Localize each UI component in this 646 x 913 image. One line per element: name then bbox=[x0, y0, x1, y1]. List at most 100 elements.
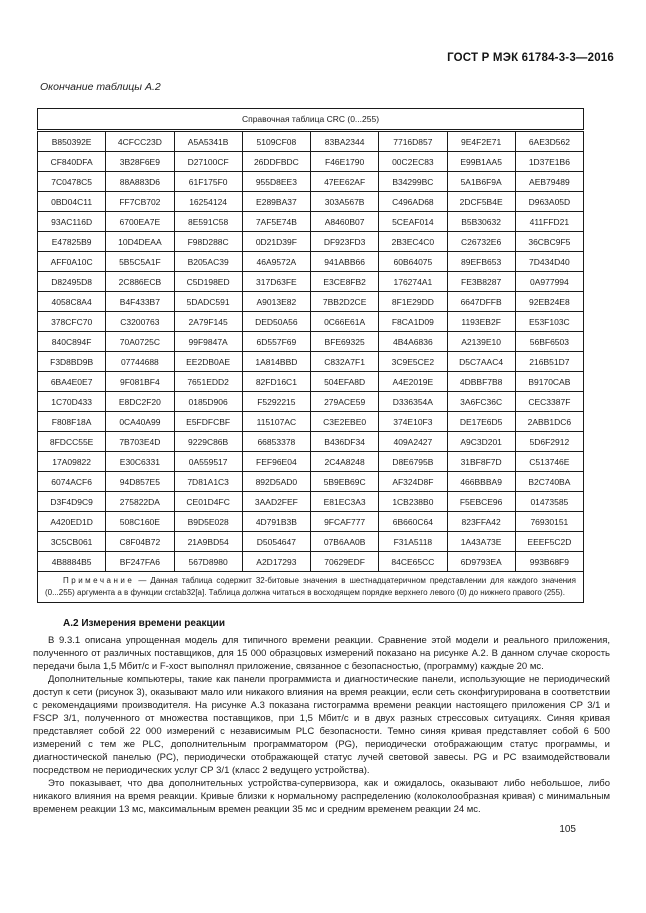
crc-value-cell: A5A5341B bbox=[173, 130, 243, 152]
crc-value-cell: 2DCF5B4E bbox=[446, 191, 516, 212]
crc-value-cell: 0185D906 bbox=[173, 391, 243, 412]
crc-value-cell: C3200763 bbox=[105, 311, 175, 332]
crc-table-row: F3D8BD9B 07744688 EE2DB0AE 1A814BBD C832A7F1… bbox=[36, 351, 585, 372]
crc-value-cell: E289BA37 bbox=[241, 191, 312, 212]
crc-value-cell: 36CBC9F5 bbox=[514, 231, 585, 252]
crc-value-cell: 941ABB66 bbox=[309, 251, 380, 272]
crc-value-cell: 9229C86B bbox=[173, 431, 243, 452]
crc-table-row: 4B8884B5 BF247FA6 567D8980 A2D17293 70629EDF… bbox=[36, 551, 585, 572]
crc-reference-table: Справочная таблица CRC (0...255) B850392… bbox=[36, 108, 585, 603]
crc-value-cell: C26732E6 bbox=[446, 231, 516, 252]
crc-value-cell: 823FFA42 bbox=[446, 511, 516, 532]
crc-value-cell: DED50A56 bbox=[241, 311, 312, 332]
crc-value-cell: 31BF8F7D bbox=[446, 451, 516, 472]
crc-value-cell: 88A883D6 bbox=[105, 171, 175, 192]
crc-value-cell: 2C4A8248 bbox=[309, 451, 380, 472]
crc-value-cell: E99B1AA5 bbox=[446, 151, 516, 172]
crc-value-cell: 61F175F0 bbox=[173, 171, 243, 192]
crc-table-body: Справочная таблица CRC (0...255) B850392… bbox=[36, 108, 585, 603]
crc-value-cell: 3C5CB061 bbox=[36, 531, 107, 552]
crc-value-cell: F31A5118 bbox=[378, 531, 448, 552]
crc-value-cell: 275822DA bbox=[105, 491, 175, 512]
crc-value-cell: 7651EDD2 bbox=[173, 371, 243, 392]
crc-value-cell: 93AC116D bbox=[36, 211, 107, 232]
crc-value-cell: E47825B9 bbox=[36, 231, 107, 252]
crc-value-cell: 6074ACF6 bbox=[36, 471, 107, 492]
crc-value-cell: 504EFA8D bbox=[309, 371, 380, 392]
crc-value-cell: F5EBCE96 bbox=[446, 491, 516, 512]
crc-value-cell: 9FCAF777 bbox=[309, 511, 380, 532]
crc-value-cell: 92EB24E8 bbox=[514, 291, 585, 312]
section-body: В 9.3.1 описана упрощенная модель для ти… bbox=[33, 634, 610, 816]
crc-value-cell: 7D434D40 bbox=[514, 251, 585, 272]
crc-value-cell: 1D37E1B6 bbox=[514, 151, 585, 172]
crc-table-row: 8FDCC55E 7B703E4D 9229C86B 66853378 B436DF34… bbox=[36, 431, 585, 452]
crc-value-cell: 7C0478C5 bbox=[36, 171, 107, 192]
crc-value-cell: A4E2019E bbox=[378, 371, 448, 392]
note-label: Примечание bbox=[63, 576, 135, 585]
crc-table-row: 7C0478C5 88A883D6 61F175F0 955D8EE3 47EE62AF… bbox=[36, 171, 585, 192]
crc-table-row: 4058C8A4 B4F433B7 5DADC591 A9013E82 7BB2D2CE… bbox=[36, 291, 585, 312]
crc-value-cell: 2ABB1DC6 bbox=[514, 411, 585, 432]
crc-table-note: Примечание — Данная таблица содержит 32-… bbox=[37, 571, 584, 603]
crc-value-cell: A9C3D201 bbox=[446, 431, 516, 452]
crc-value-cell: 7BB2D2CE bbox=[309, 291, 380, 312]
crc-value-cell: D963A05D bbox=[514, 191, 585, 212]
crc-value-cell: A420ED1D bbox=[36, 511, 107, 532]
crc-value-cell: 5CEAF014 bbox=[378, 211, 448, 232]
crc-value-cell: B205AC39 bbox=[173, 251, 243, 272]
crc-value-cell: 892D5AD0 bbox=[241, 471, 312, 492]
crc-table-row: B850392E 4CFCC23D A5A5341B 5109CF08 83BA2344… bbox=[36, 130, 585, 152]
crc-value-cell: B9170CAB bbox=[514, 371, 585, 392]
crc-value-cell: F5292215 bbox=[241, 391, 312, 412]
crc-value-cell: C832A7F1 bbox=[309, 351, 380, 372]
crc-table-row: A420ED1D 508C160E B9D5E028 4D791B3B 9FCAF777… bbox=[36, 511, 585, 532]
crc-value-cell: 0C66E61A bbox=[309, 311, 380, 332]
crc-value-cell: B2C740BA bbox=[514, 471, 585, 492]
crc-table-row: 1C70D433 E8DC2F20 0185D906 F5292215 279ACE59… bbox=[36, 391, 585, 412]
crc-value-cell: D3F4D9C9 bbox=[36, 491, 107, 512]
crc-value-cell: F8CA1D09 bbox=[378, 311, 448, 332]
crc-value-cell: 5D6F2912 bbox=[514, 431, 585, 452]
crc-value-cell: 955D8EE3 bbox=[241, 171, 312, 192]
crc-value-cell: 21A9BD54 bbox=[173, 531, 243, 552]
crc-value-cell: 8E591C58 bbox=[173, 211, 243, 232]
crc-value-cell: 4DBBF7B8 bbox=[446, 371, 516, 392]
crc-value-cell: 176274A1 bbox=[378, 271, 448, 292]
crc-value-cell: 378CFC70 bbox=[36, 311, 107, 332]
crc-table-row: 840C894F 70A0725C 99F9847A 6D557F69 BFE69325… bbox=[36, 331, 585, 352]
crc-value-cell: 7D81A1C3 bbox=[173, 471, 243, 492]
crc-value-cell: 60B64075 bbox=[378, 251, 448, 272]
crc-value-cell: 0A559517 bbox=[173, 451, 243, 472]
crc-value-cell: 115107AC bbox=[241, 411, 312, 432]
crc-value-cell: 6D9793EA bbox=[446, 551, 516, 572]
crc-value-cell: B436DF34 bbox=[309, 431, 380, 452]
crc-value-cell: 6647DFFB bbox=[446, 291, 516, 312]
crc-value-cell: 84CE65CC bbox=[378, 551, 448, 572]
crc-value-cell: 99F9847A bbox=[173, 331, 243, 352]
crc-table-row: 17A09822 E30C6331 0A559517 FEF96E04 2C4A8248… bbox=[36, 451, 585, 472]
crc-value-cell: F808F18A bbox=[36, 411, 107, 432]
crc-value-cell: D27100CF bbox=[173, 151, 243, 172]
crc-value-cell: 3B28F6E9 bbox=[105, 151, 175, 172]
crc-value-cell: 6700EA7E bbox=[105, 211, 175, 232]
crc-value-cell: 0D21D39F bbox=[241, 231, 312, 252]
crc-value-cell: C8F04B72 bbox=[105, 531, 175, 552]
crc-table-row: AFF0A10C 5B5C5A1F B205AC39 46A9572A 941ABB66… bbox=[36, 251, 585, 272]
crc-value-cell: 0BD04C11 bbox=[36, 191, 107, 212]
crc-value-cell: E8DC2F20 bbox=[105, 391, 175, 412]
crc-table-row: D82495D8 2C886ECB C5D198ED 317D63FE E3CE8FB2… bbox=[36, 271, 585, 292]
crc-value-cell: 1193EB2F bbox=[446, 311, 516, 332]
crc-value-cell: 17A09822 bbox=[36, 451, 107, 472]
crc-value-cell: D5054647 bbox=[241, 531, 312, 552]
crc-value-cell: 9F081BF4 bbox=[105, 371, 175, 392]
crc-value-cell: 7716D857 bbox=[378, 130, 448, 152]
crc-value-cell: A8460B07 bbox=[309, 211, 380, 232]
crc-table-row: F808F18A 0CA40A99 E5FDFCBF 115107AC C3E2EBE0… bbox=[36, 411, 585, 432]
crc-value-cell: F98D288C bbox=[173, 231, 243, 252]
crc-value-cell: E30C6331 bbox=[105, 451, 175, 472]
crc-table-title-row: Справочная таблица CRC (0...255) bbox=[37, 108, 584, 132]
crc-table-row: 6BA4E0E7 9F081BF4 7651EDD2 82FD16C1 504EFA8D… bbox=[36, 371, 585, 392]
crc-value-cell: 94D857E5 bbox=[105, 471, 175, 492]
